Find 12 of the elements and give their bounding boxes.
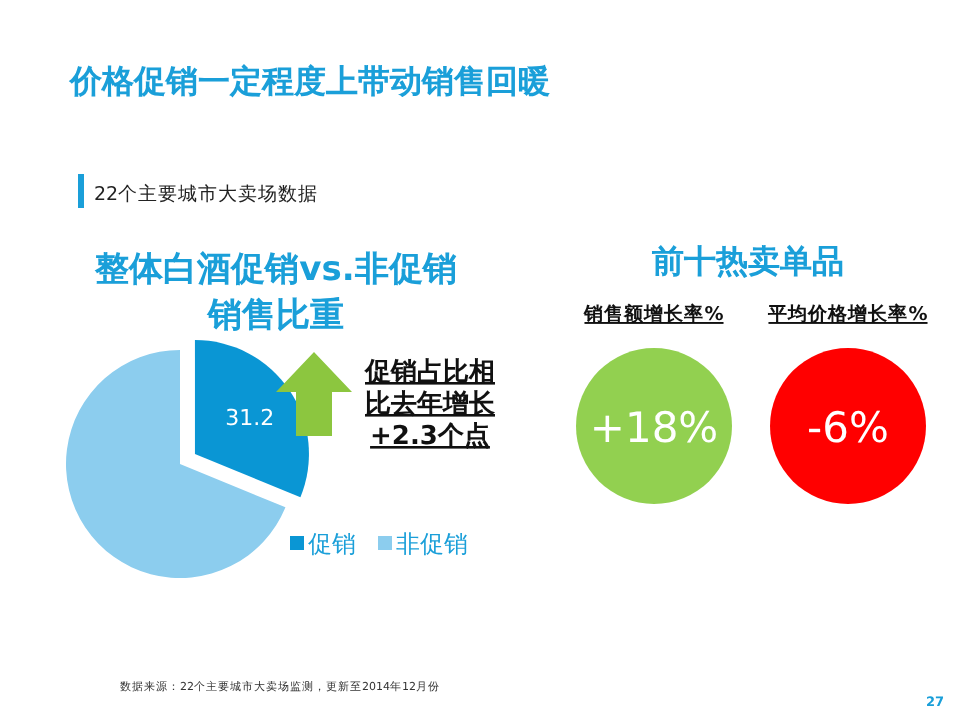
data-label: +18% <box>589 404 719 452</box>
category-label: 销售额增长率% <box>582 302 725 326</box>
legend-label: 促销 <box>308 530 356 558</box>
text: 22个主要城市大卖场数据 <box>94 182 319 206</box>
data-label: 31.2 <box>225 405 275 432</box>
data-label: -6% <box>807 404 889 452</box>
text: 前十热卖单品 <box>650 242 844 280</box>
text: 促销占比相比去年增长+2.3个点 <box>363 358 497 452</box>
chart-title: 整体白酒促销vs.非促销销售比重 <box>93 250 457 336</box>
legend-label: 非促销 <box>396 530 468 558</box>
category-label: 平均价格增长率% <box>766 302 929 326</box>
text: 价格促销一定程度上带动销售回暖 <box>68 62 550 100</box>
